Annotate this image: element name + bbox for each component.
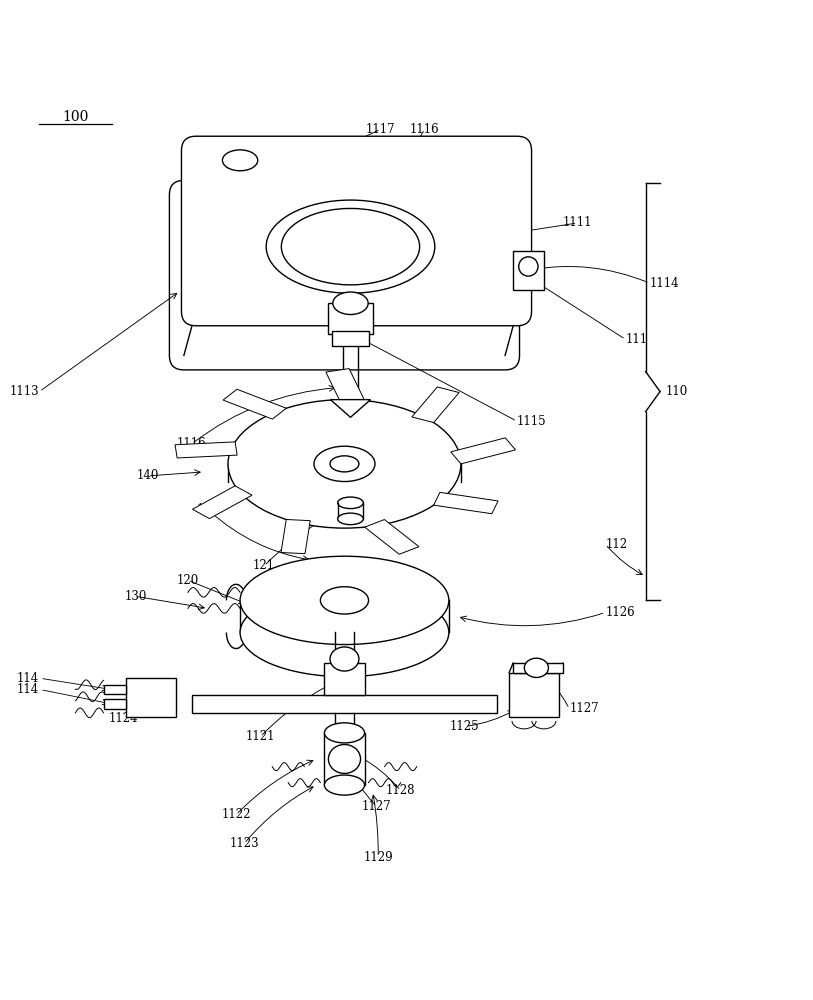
Text: 1125: 1125	[450, 720, 480, 733]
Ellipse shape	[330, 647, 359, 671]
Polygon shape	[450, 438, 515, 464]
Polygon shape	[412, 387, 459, 423]
Text: 120: 120	[176, 574, 199, 587]
Text: 150: 150	[197, 503, 220, 516]
Text: 1128: 1128	[386, 784, 415, 797]
Polygon shape	[365, 520, 419, 554]
Polygon shape	[193, 486, 252, 519]
Text: 121: 121	[253, 559, 276, 572]
Ellipse shape	[223, 150, 258, 171]
Ellipse shape	[240, 556, 449, 645]
FancyBboxPatch shape	[169, 180, 520, 370]
Ellipse shape	[524, 658, 549, 677]
Text: 1114: 1114	[650, 277, 679, 290]
Ellipse shape	[281, 208, 420, 285]
Bar	[513, 251, 544, 290]
Ellipse shape	[228, 400, 461, 528]
Text: 1116: 1116	[177, 437, 207, 450]
Polygon shape	[433, 492, 498, 514]
Polygon shape	[281, 519, 311, 554]
Text: 140: 140	[137, 469, 159, 482]
Ellipse shape	[266, 200, 435, 293]
Text: 1115: 1115	[517, 415, 547, 428]
Polygon shape	[175, 442, 237, 458]
Text: 1121: 1121	[246, 730, 275, 743]
Ellipse shape	[314, 446, 375, 482]
Ellipse shape	[328, 745, 360, 773]
Bar	[509, 673, 559, 717]
Bar	[333, 331, 368, 346]
FancyBboxPatch shape	[181, 136, 532, 326]
Text: 1122: 1122	[221, 808, 251, 821]
Text: 1127: 1127	[362, 800, 391, 813]
Bar	[328, 303, 372, 334]
Text: 1116: 1116	[410, 123, 440, 136]
Text: 1111: 1111	[563, 216, 592, 229]
Text: 111: 111	[625, 333, 648, 346]
Text: 1127: 1127	[569, 702, 599, 715]
Bar	[324, 733, 364, 785]
Text: 114: 114	[17, 683, 39, 696]
Ellipse shape	[240, 588, 449, 677]
Text: 1112: 1112	[498, 166, 528, 179]
Text: 1123: 1123	[229, 837, 259, 850]
Text: 114: 114	[17, 672, 39, 685]
Polygon shape	[223, 389, 286, 419]
Text: 100: 100	[63, 110, 89, 124]
Text: 130: 130	[124, 590, 147, 603]
Ellipse shape	[337, 497, 363, 509]
Text: 110: 110	[666, 385, 688, 398]
Text: 1117: 1117	[366, 123, 395, 136]
Bar	[103, 699, 126, 709]
Text: 1113: 1113	[10, 385, 39, 398]
Text: 112: 112	[606, 538, 628, 551]
Bar	[192, 695, 497, 713]
Polygon shape	[330, 400, 371, 417]
Ellipse shape	[337, 513, 363, 525]
Bar	[103, 685, 126, 694]
Bar	[324, 663, 365, 695]
Polygon shape	[326, 369, 365, 404]
Text: 1129: 1129	[363, 851, 393, 864]
Text: 1126: 1126	[606, 606, 635, 619]
Ellipse shape	[519, 257, 538, 276]
Ellipse shape	[324, 723, 364, 743]
Ellipse shape	[320, 587, 368, 614]
Ellipse shape	[333, 292, 368, 315]
Bar	[513, 663, 563, 673]
Ellipse shape	[330, 456, 359, 472]
Ellipse shape	[324, 775, 364, 795]
Text: 1124: 1124	[109, 712, 138, 725]
Bar	[126, 678, 176, 717]
